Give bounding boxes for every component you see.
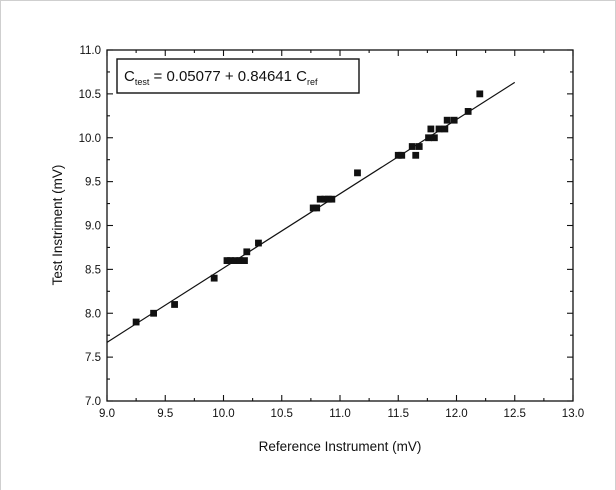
x-tick-labels: 9.0 9.5 10.0 10.5 11.0 11.5 12.0 12.5 13.0 (99, 408, 584, 420)
data-point (476, 90, 484, 98)
data-point (464, 108, 472, 115)
data-point (435, 125, 443, 133)
data-point (328, 195, 336, 203)
x-tick-label: 10.5 (271, 408, 293, 420)
data-point (354, 169, 361, 177)
y-tick-label: 7.5 (85, 352, 101, 364)
data-point (243, 248, 251, 256)
equation-box-frame (116, 58, 360, 94)
data-point (309, 204, 317, 212)
data-point (150, 309, 157, 317)
equation-body: = 0.05077 + 0.84641 C (149, 68, 307, 85)
data-point (430, 134, 438, 142)
data-point (241, 257, 248, 264)
x-tick-label: 12.0 (445, 408, 467, 420)
y-tick-label: 10.0 (79, 133, 101, 145)
data-point (394, 151, 402, 159)
data-point (450, 116, 458, 124)
y-tick-label: 11.0 (79, 45, 101, 57)
data-point (313, 204, 321, 212)
data-point (223, 257, 231, 264)
y-tick-label: 7.0 (85, 396, 101, 408)
data-point (324, 195, 332, 203)
data-point (441, 125, 449, 133)
data-point (443, 116, 451, 124)
x-tick-label: 11.0 (329, 408, 351, 420)
y-tick-label: 9.0 (85, 221, 101, 233)
data-points (132, 90, 484, 326)
data-point (425, 134, 432, 142)
equation-subscript-ref: ref (307, 77, 318, 87)
data-point (412, 151, 420, 159)
y-tick-label: 8.5 (85, 264, 101, 276)
x-axis-title: Reference Instrument (mV) (259, 439, 422, 454)
data-point (427, 125, 435, 133)
data-point (132, 318, 140, 326)
x-tick-label: 9.5 (157, 408, 173, 420)
equation-box: Ctest = 0.05077 + 0.84641 Cref (116, 58, 360, 94)
data-point (227, 257, 234, 264)
data-point (321, 195, 329, 203)
y-axis-title: Test Instriment (mV) (50, 165, 65, 286)
equation-subscript-test: test (135, 77, 150, 87)
equation-c-test: C (124, 68, 135, 85)
data-point (398, 151, 406, 159)
data-point (171, 301, 178, 308)
x-tick-label: 10.0 (212, 408, 234, 420)
equation-text: Ctest = 0.05077 + 0.84641 Cref (124, 68, 318, 87)
data-point (231, 257, 239, 264)
axis-ticks (106, 49, 574, 402)
data-point (408, 143, 416, 150)
y-tick-label: 10.5 (79, 89, 101, 101)
x-tick-label: 11.5 (387, 408, 409, 420)
y-tick-label: 8.0 (85, 308, 101, 320)
x-tick-label: 9.0 (99, 408, 115, 420)
data-point (210, 274, 218, 282)
y-tick-labels: 7.0 7.5 8.0 8.5 9.0 9.5 10.0 10.5 11.0 (79, 45, 101, 408)
data-point (316, 195, 324, 203)
data-point (236, 257, 244, 264)
data-point (415, 143, 423, 150)
data-point (255, 239, 262, 247)
x-tick-label: 12.5 (504, 408, 526, 420)
plot-frame (106, 49, 574, 402)
y-tick-label: 9.5 (85, 177, 101, 189)
x-tick-label: 13.0 (562, 408, 584, 420)
